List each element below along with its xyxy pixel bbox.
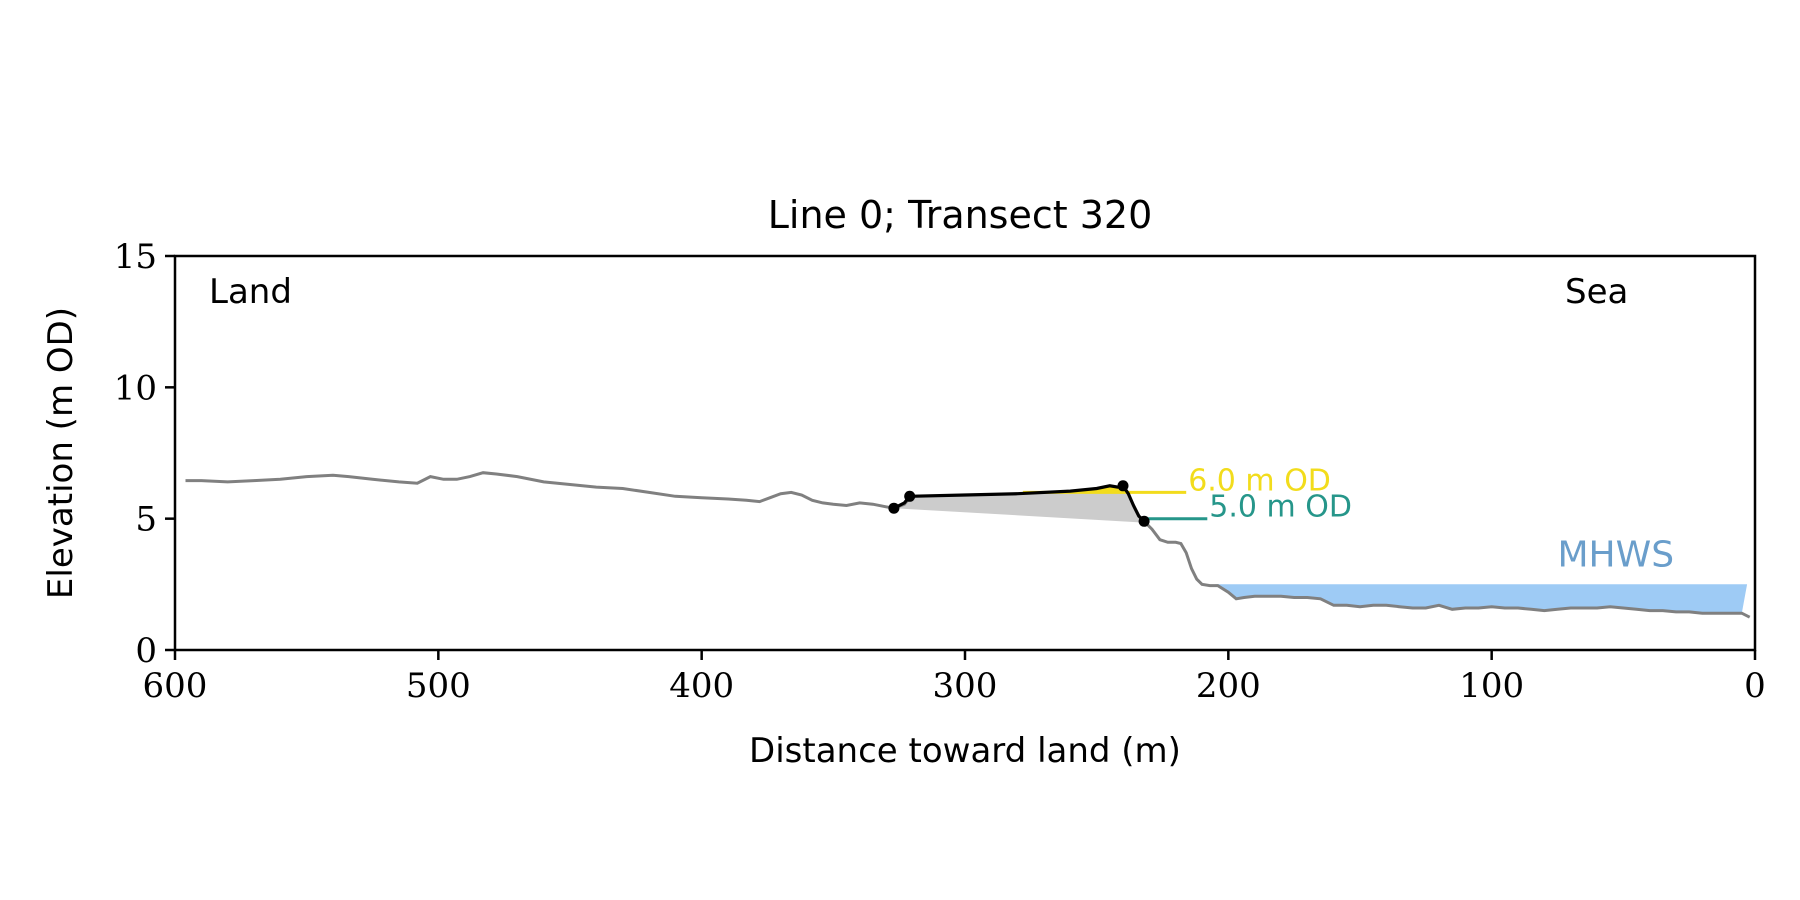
y-tick-label-2: 10 [114,368,157,408]
feature-marker-0 [888,502,900,514]
x-tick-label-6: 0 [1744,666,1766,706]
x-tick-label-2: 400 [669,666,734,706]
y-tick-label-0: 0 [135,631,157,671]
feature-line [893,483,1146,523]
land-label: Land [209,272,292,312]
feature-marker-3 [1138,515,1150,527]
profile-line-landward [185,471,911,510]
chart-title: Line 0; Transect 320 [768,193,1153,237]
y-tick-label-1: 5 [135,500,157,540]
level-label-0: 6.0 m OD [1188,463,1331,498]
mhws-label: MHWS [1558,534,1675,575]
plot-area: 6.0 m OD5.0 m OD MHWS [185,463,1751,619]
y-axis-label: Elevation (m OD) [41,307,81,599]
y-axis: 0 5 10 15 [114,237,175,671]
feature-marker-1 [904,490,916,502]
x-axis-label: Distance toward land (m) [749,731,1181,771]
level-label-1: 5.0 m OD [1209,490,1352,525]
x-tick-label-5: 100 [1459,666,1524,706]
x-tick-label-4: 200 [1196,666,1261,706]
feature-marker-2 [1117,480,1129,492]
sea-label: Sea [1565,272,1628,312]
y-tick-label-3: 15 [114,237,157,277]
x-tick-label-0: 600 [143,666,208,706]
x-tick-label-1: 500 [406,666,471,706]
volume-shaded-area [893,485,1145,523]
x-axis: 600 500 400 300 200 100 0 [143,650,1766,706]
profile-line-seaward [1143,520,1751,619]
x-tick-label-3: 300 [933,666,998,706]
